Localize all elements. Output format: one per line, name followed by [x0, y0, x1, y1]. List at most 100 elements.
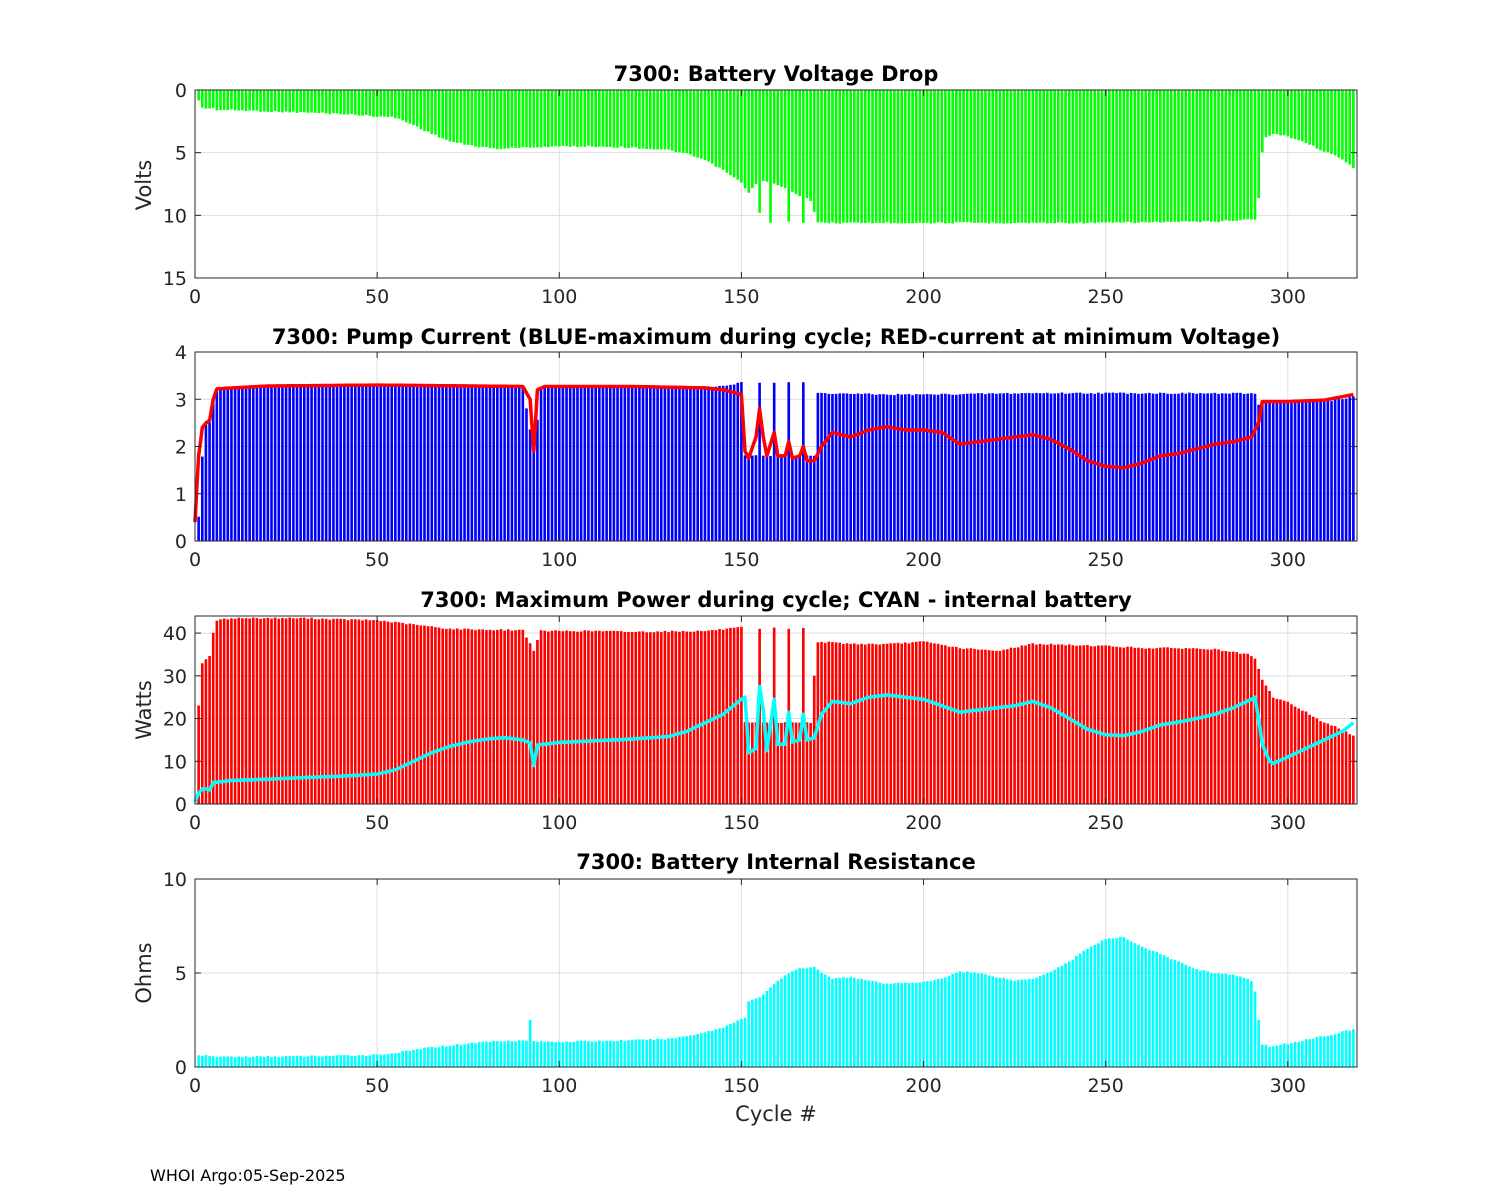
voltage-drop-bar — [845, 90, 849, 223]
voltage-drop-bar — [317, 90, 321, 114]
pump-current-bar — [944, 393, 947, 541]
voltage-drop-bar — [514, 90, 517, 148]
voltage-drop-bar — [1195, 90, 1199, 222]
resistance-bar — [710, 1030, 714, 1067]
pump-current-bar — [667, 386, 670, 541]
voltage-drop-bar — [940, 90, 944, 223]
voltage-drop-bar — [1271, 90, 1275, 134]
voltage-drop-bar — [1177, 90, 1180, 222]
voltage-drop-bar — [641, 90, 645, 149]
power-bar — [426, 626, 430, 804]
power-bar — [882, 643, 885, 804]
resistance-bar — [856, 978, 860, 1067]
power-bar — [554, 630, 557, 804]
voltage-drop-bar — [1220, 90, 1224, 222]
voltage-drop-bar — [1341, 90, 1344, 160]
voltage-drop-bar — [313, 90, 317, 113]
power-bar — [1250, 656, 1253, 804]
power-bar — [823, 642, 827, 804]
power-bar — [266, 617, 270, 804]
power-bar — [335, 618, 339, 804]
resistance-bar — [1293, 1041, 1297, 1067]
resistance-bar — [1071, 959, 1075, 1067]
pump-current-bar — [1275, 400, 1279, 541]
resistance-bar — [721, 1027, 725, 1067]
power-bar — [944, 645, 947, 804]
pump-current-bar — [550, 387, 554, 541]
voltage-drop-bar — [751, 90, 754, 189]
resistance-bar — [820, 972, 823, 1067]
power-bar — [1246, 653, 1250, 804]
power-bar — [1333, 726, 1337, 804]
pump-current-bar — [415, 385, 419, 541]
pump-current-bar — [1319, 401, 1322, 541]
power-bar — [1188, 648, 1191, 804]
voltage-drop-bar — [878, 90, 882, 224]
pump-current-bar — [1009, 393, 1013, 541]
voltage-drop-bar — [867, 90, 871, 223]
power-bar — [933, 643, 936, 804]
power-bar — [445, 628, 448, 804]
voltage-drop-bar — [1020, 90, 1024, 223]
voltage-drop-bar — [466, 90, 470, 145]
pump-current-bar — [849, 393, 852, 541]
voltage-drop-bar — [791, 90, 794, 192]
voltage-drop-bar — [954, 90, 958, 223]
resistance-bar — [230, 1056, 233, 1067]
voltage-drop-bar — [1250, 90, 1253, 220]
pump-current-bar — [1220, 393, 1224, 541]
resistance-bar — [543, 1041, 547, 1067]
resistance-bar — [1264, 1044, 1268, 1067]
pump-current-bar — [1228, 393, 1231, 541]
pump-current-bar — [233, 387, 237, 541]
pump-current-bar — [295, 385, 299, 541]
voltage-drop-bar — [590, 90, 594, 147]
voltage-drop-bar — [277, 90, 281, 112]
resistance-bar — [638, 1039, 641, 1067]
power-bar — [332, 618, 335, 804]
voltage-drop-bar — [328, 90, 332, 115]
resistance-bar — [689, 1035, 692, 1067]
resistance-bar — [1308, 1039, 1311, 1067]
voltage-drop-bar — [521, 90, 525, 148]
voltage-drop-bar — [1031, 90, 1035, 223]
pump-current-bar — [324, 385, 328, 541]
power-bar — [481, 629, 485, 804]
footer-stamp: WHOI Argo:05-Sep-2025 — [150, 1166, 346, 1185]
resistance-bar — [659, 1039, 663, 1067]
pump-current-bar — [1286, 400, 1290, 541]
power-bar — [678, 631, 681, 804]
pump-current-bar — [951, 394, 954, 541]
power-bar — [1042, 644, 1046, 804]
pump-current-bar — [878, 394, 882, 541]
power-bar — [1177, 648, 1180, 804]
resistance-bar — [863, 980, 867, 1067]
resistance-bar — [831, 978, 834, 1067]
voltage-drop-bar — [896, 90, 900, 224]
pump-current-bar — [561, 387, 565, 541]
power-bar — [991, 650, 995, 804]
pump-current-bar — [412, 385, 415, 541]
voltage-drop-xtick-label: 250 — [1088, 286, 1124, 308]
power-bar — [536, 639, 539, 804]
resistance-bar — [364, 1055, 368, 1067]
pump-current-bar — [557, 386, 561, 541]
resistance-bar — [292, 1056, 295, 1067]
resistance-bar — [335, 1055, 339, 1067]
resistance-bar — [929, 981, 933, 1067]
resistance-bar — [401, 1051, 404, 1067]
voltage-drop-bar — [649, 90, 652, 150]
power-bar — [1122, 647, 1126, 804]
resistance-bar — [962, 972, 965, 1067]
power-bar — [353, 619, 357, 804]
resistance-bar — [266, 1056, 270, 1067]
power-bar — [313, 619, 317, 804]
pump-current-bar — [357, 384, 361, 541]
pump-current-ytick-label: 0 — [175, 531, 187, 553]
voltage-drop-xtick-label: 150 — [723, 286, 759, 308]
voltage-drop-bar — [288, 90, 292, 113]
pump-current-bar — [649, 387, 652, 541]
resistance-bar — [754, 998, 758, 1067]
pump-current-bar — [1304, 400, 1308, 541]
resistance-bar — [838, 977, 842, 1067]
